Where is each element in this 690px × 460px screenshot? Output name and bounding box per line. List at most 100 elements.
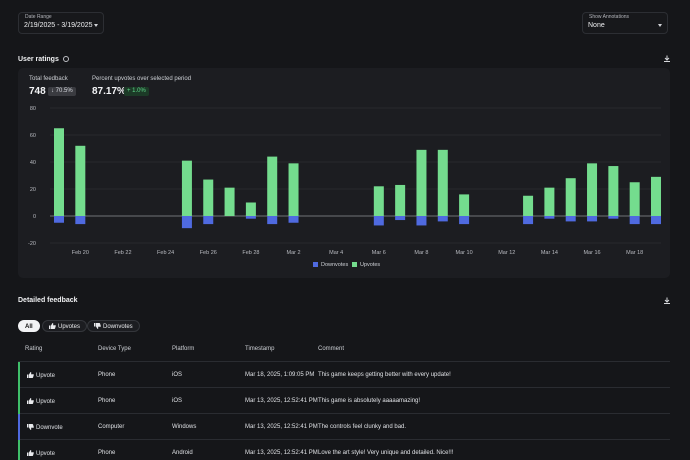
column-header-platform[interactable]: Platform xyxy=(172,346,195,352)
comment-cell: This game is absolutely aaaaamazing! xyxy=(318,398,421,404)
x-tick-label: Mar 8 xyxy=(414,250,428,256)
rating-text: Upvote xyxy=(36,451,56,457)
x-tick-label: Mar 2 xyxy=(287,250,301,256)
column-header-comment[interactable]: Comment xyxy=(318,346,345,352)
x-tick-label: Mar 12 xyxy=(498,250,515,256)
chevron-down-icon xyxy=(658,24,662,27)
timestamp-cell: Mar 13, 2025, 12:52:41 PM xyxy=(245,398,318,404)
table-row[interactable]: Downvote Computer Windows Mar 13, 2025, … xyxy=(18,414,670,440)
bar-downvotes xyxy=(288,216,299,223)
rating-text: Upvote xyxy=(36,373,56,379)
bar-upvotes xyxy=(523,195,534,216)
bar-upvotes xyxy=(565,178,576,216)
bar-downvotes xyxy=(373,216,384,226)
x-tick-label: Feb 20 xyxy=(72,250,89,256)
column-header-device[interactable]: Device Type xyxy=(98,346,131,352)
bar-downvotes xyxy=(416,216,427,226)
legend-label-upvotes: Upvotes xyxy=(360,262,380,268)
column-header-rating[interactable]: Rating xyxy=(25,346,43,352)
timestamp-cell: Mar 13, 2025, 12:52:41 PM xyxy=(245,450,318,456)
bar-upvotes xyxy=(267,156,278,216)
bar-upvotes xyxy=(224,187,235,216)
bar-upvotes xyxy=(544,187,555,216)
rating-accent-bar xyxy=(18,414,20,440)
thumbs-up-icon xyxy=(27,450,34,456)
x-tick-label: Mar 16 xyxy=(583,250,600,256)
rating-accent-bar xyxy=(18,440,20,460)
ratings-card: Total feedback 748 ↓ 70.5% Percent upvot… xyxy=(18,68,670,278)
comment-cell: This game keeps getting better with ever… xyxy=(318,372,451,378)
info-icon[interactable] xyxy=(62,56,69,62)
date-range-select[interactable]: Date Range 2/19/2025 - 3/19/2025 xyxy=(18,12,104,34)
platform-cell: iOS xyxy=(172,398,183,404)
x-tick-label: Feb 26 xyxy=(200,250,217,256)
annotations-select[interactable]: Show Annotations None xyxy=(582,12,668,34)
bar-upvotes xyxy=(203,179,214,216)
rating-text: Upvote xyxy=(36,399,56,405)
thumbs-down-icon xyxy=(94,323,101,329)
percent-change-badge: + 1.0% xyxy=(124,87,149,96)
table-row[interactable]: Upvote Phone Android Mar 13, 2025, 12:52… xyxy=(18,440,670,460)
filter-downvotes-pill[interactable]: Downvotes xyxy=(87,320,140,332)
bar-downvotes xyxy=(608,216,619,219)
thumbs-down-icon xyxy=(27,424,34,430)
x-tick-label: Feb 22 xyxy=(114,250,131,256)
bar-downvotes xyxy=(459,216,470,225)
total-feedback-value: 748 xyxy=(29,86,46,97)
rating-cell: Downvote xyxy=(27,424,63,431)
thumbs-up-icon xyxy=(27,372,34,378)
comment-cell: Love the art style! Very unique and deta… xyxy=(318,450,454,456)
bar-upvotes xyxy=(587,163,598,216)
timestamp-cell: Mar 18, 2025, 1:09:05 PM xyxy=(245,372,315,378)
annotations-label: Show Annotations xyxy=(588,14,631,20)
bar-downvotes xyxy=(54,216,64,223)
percent-upvotes-label: Percent upvotes over selected period xyxy=(92,76,192,82)
table-row[interactable]: Upvote Phone iOS Mar 13, 2025, 12:52:41 … xyxy=(18,388,670,414)
filter-upvotes-pill[interactable]: Upvotes xyxy=(42,320,88,332)
bar-upvotes xyxy=(416,149,427,216)
thumbs-up-icon xyxy=(49,323,56,329)
bar-upvotes xyxy=(288,163,299,216)
bar-upvotes xyxy=(629,182,640,216)
total-feedback-label: Total feedback xyxy=(29,76,68,82)
column-header-timestamp[interactable]: Timestamp xyxy=(245,346,275,352)
y-tick-label: 80 xyxy=(30,106,36,112)
platform-cell: Windows xyxy=(172,424,197,430)
bar-downvotes xyxy=(181,216,192,229)
bar-upvotes xyxy=(651,176,661,216)
bar-upvotes xyxy=(608,166,619,216)
total-change-badge: ↓ 70.5% xyxy=(48,87,76,96)
device-cell: Phone xyxy=(98,398,116,404)
legend-label-downvotes: Downvotes xyxy=(321,262,348,268)
platform-cell: iOS xyxy=(172,372,183,378)
bar-downvotes xyxy=(651,216,661,225)
filter-upvotes-label: Upvotes xyxy=(58,324,81,330)
download-icon[interactable] xyxy=(663,297,671,305)
y-tick-label: 20 xyxy=(30,187,36,193)
annotations-value: None xyxy=(588,22,605,29)
bar-downvotes xyxy=(587,216,598,222)
date-range-label: Date Range xyxy=(24,14,53,20)
date-range-value: 2/19/2025 - 3/19/2025 xyxy=(24,22,93,29)
y-tick-label: 60 xyxy=(30,133,36,139)
timestamp-cell: Mar 13, 2025, 12:52:41 PM xyxy=(245,424,318,430)
bar-downvotes xyxy=(437,216,448,222)
bar-downvotes xyxy=(395,216,406,221)
y-tick-label: -20 xyxy=(28,241,36,247)
filter-all-label: All xyxy=(25,324,33,330)
comment-cell: The controls feel clunky and bad. xyxy=(318,424,407,430)
filter-downvotes-label: Downvotes xyxy=(103,324,133,330)
rating-cell: Upvote xyxy=(27,450,55,457)
table-row[interactable]: Upvote Phone iOS Mar 18, 2025, 1:09:05 P… xyxy=(18,362,670,388)
device-cell: Computer xyxy=(98,424,125,430)
rating-text: Downvote xyxy=(36,425,63,431)
filter-all-pill[interactable]: All xyxy=(18,320,40,332)
ratings-bar-chart: 80 60 40 20 0 -20 Feb 20 Feb 22 Feb 24 Feb 26 Feb … xyxy=(28,106,661,268)
user-ratings-title: User ratings xyxy=(18,56,69,63)
bar-downvotes xyxy=(75,216,86,225)
bar-upvotes xyxy=(75,145,86,216)
percent-upvotes-value: 87.17% xyxy=(92,86,126,97)
feedback-table: Rating Device Type Platform Timestamp Co… xyxy=(18,336,670,460)
x-tick-label: Feb 28 xyxy=(242,250,259,256)
download-icon[interactable] xyxy=(663,55,671,63)
